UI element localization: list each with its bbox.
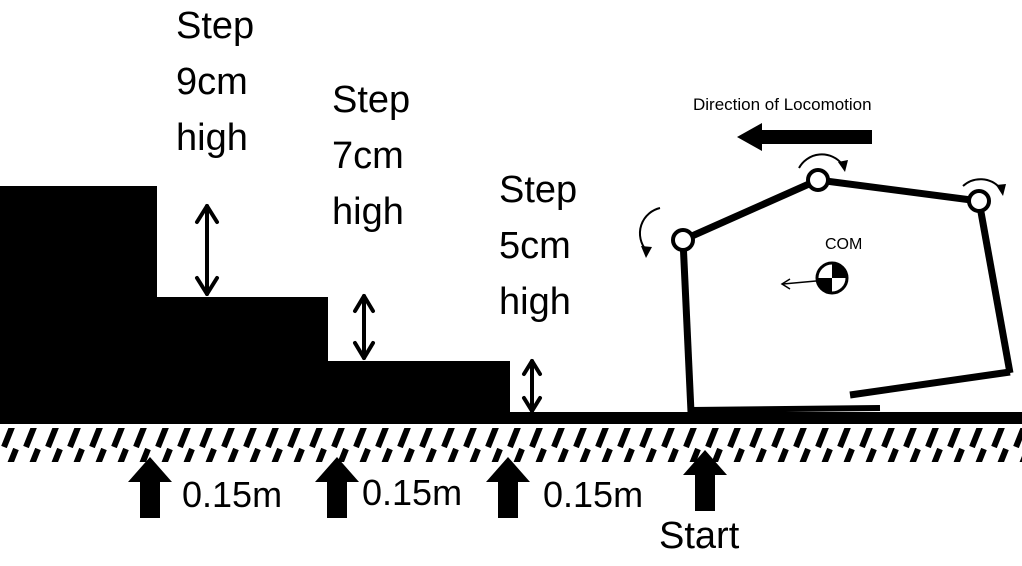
com-velocity-arrow-icon	[780, 278, 817, 290]
step-label-height: 9cm	[176, 61, 248, 103]
distance-label-2: 0.15m	[362, 472, 463, 513]
step-label-height: 5cm	[499, 225, 571, 267]
staircase	[0, 186, 510, 416]
step-label-word: Step	[332, 79, 411, 121]
step-label-suffix: high	[332, 191, 404, 233]
distance-label-1: 0.15m	[182, 474, 283, 515]
step-label-word: Step	[499, 169, 578, 211]
step-label-5cm: Step 5cm high	[499, 162, 577, 330]
rotation-arrow-rear-icon	[962, 178, 1006, 196]
distance-label-3: 0.15m	[543, 474, 644, 515]
step-label-suffix: high	[176, 117, 248, 159]
robot-front-foot	[690, 405, 881, 413]
step-label-9cm: Step 9cm high	[176, 0, 254, 166]
start-label: Start	[659, 515, 740, 557]
robot-joint-front	[671, 228, 695, 252]
step-label-7cm: Step 7cm high	[332, 72, 410, 240]
ground-hatching	[0, 428, 1022, 462]
step-label-suffix: high	[499, 281, 571, 323]
step-5cm-height-arrow	[522, 359, 542, 413]
position-arrow-1	[128, 457, 172, 518]
rotation-arrow-front-icon	[639, 207, 661, 258]
robot-joint-top	[806, 168, 830, 192]
position-arrow-3	[486, 457, 530, 518]
robot	[639, 153, 1014, 413]
step-label-height: 7cm	[332, 135, 404, 177]
com-label: COM	[825, 236, 863, 253]
direction-of-locomotion-label: Direction of Locomotion	[693, 95, 872, 114]
robot-rear-leg	[975, 200, 1014, 374]
step-label-word: Step	[176, 5, 255, 47]
robot-link-rear	[817, 176, 980, 205]
direction-arrow	[737, 123, 872, 151]
position-arrow-start	[683, 450, 727, 511]
step-7cm-height-arrow	[353, 294, 375, 360]
step-9cm-height-arrow	[195, 204, 219, 296]
position-arrow-2	[315, 457, 359, 518]
center-of-mass-icon	[815, 261, 849, 295]
rotation-arrow-top-icon	[798, 153, 848, 172]
robot-rear-foot	[849, 368, 1011, 399]
robot-link-front	[681, 176, 820, 244]
robot-front-leg	[679, 239, 695, 413]
robot-joint-rear	[967, 189, 991, 213]
